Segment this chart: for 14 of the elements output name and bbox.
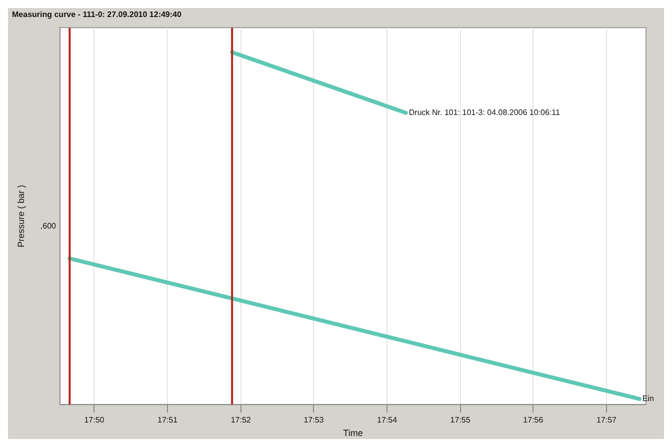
- x-tick-label: 17:55: [450, 416, 471, 425]
- chart-title: Measuring curve - 111-0: 27.09.2010 12:49:40: [12, 10, 182, 20]
- annotation: Druck Nr. 101: 101-3: 04.08.2006 10:06:11: [408, 108, 561, 118]
- x-tick-label: 17:51: [158, 416, 178, 425]
- x-tick-label: 17:52: [230, 416, 252, 425]
- x-axis-title: Time: [343, 428, 363, 438]
- y-axis-title: Pressure ( bar ): [16, 184, 26, 248]
- x-tick-label: 17:54: [377, 416, 398, 425]
- annotation: Ein: [642, 394, 654, 404]
- x-tick-label: 17:53: [304, 416, 324, 425]
- x-tick-label: 17:57: [596, 416, 618, 425]
- x-tick-label: 17:56: [523, 416, 544, 425]
- text: ,600: [40, 221, 57, 230]
- x-tick-label: 17:50: [84, 416, 105, 425]
